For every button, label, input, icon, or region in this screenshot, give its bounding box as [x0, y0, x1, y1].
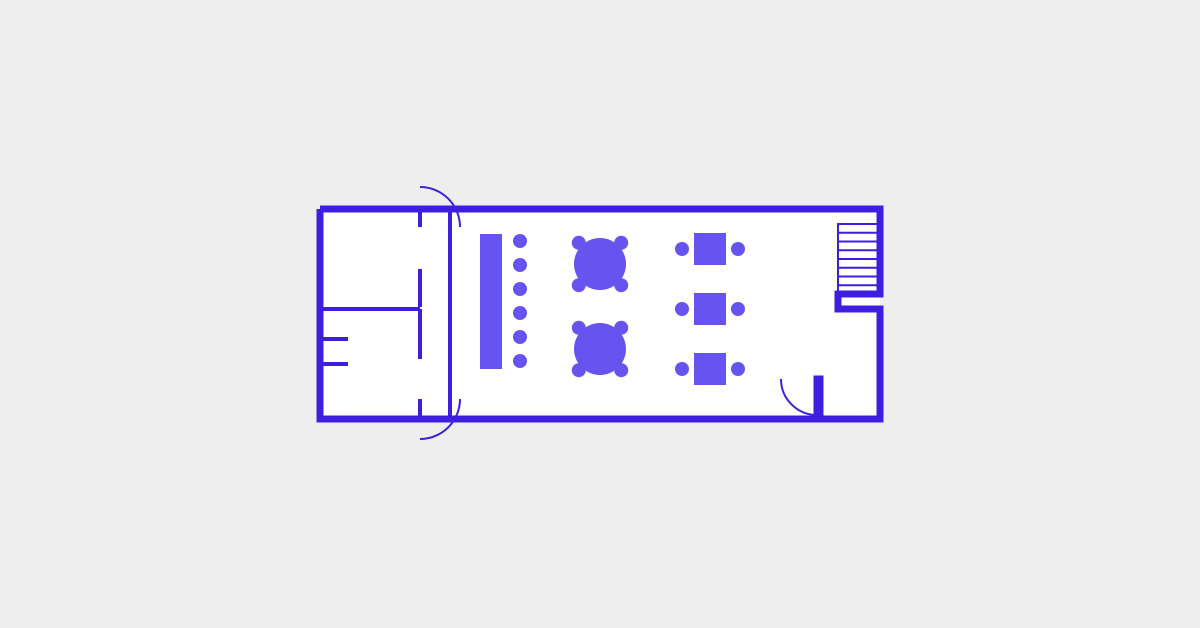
square-table [694, 353, 726, 385]
round-table-chair [572, 321, 586, 335]
square-table-chair [675, 242, 689, 256]
square-table-chair [731, 242, 745, 256]
bar-stool [513, 330, 527, 344]
square-table-chair [731, 302, 745, 316]
round-table-chair [614, 321, 628, 335]
square-table-chair [731, 362, 745, 376]
floorplan-svg [0, 0, 1200, 628]
square-table [694, 233, 726, 265]
round-table-chair [572, 278, 586, 292]
round-table-chair [614, 363, 628, 377]
floorplan-group [320, 187, 880, 439]
round-table-chair [572, 363, 586, 377]
bar-stool [513, 306, 527, 320]
bar-stool [513, 354, 527, 368]
square-table [694, 293, 726, 325]
floorplan-canvas [0, 0, 1200, 628]
round-table-chair [614, 236, 628, 250]
square-table-chair [675, 362, 689, 376]
bar-stool [513, 258, 527, 272]
bar-stool [513, 282, 527, 296]
round-table-chair [614, 278, 628, 292]
square-table-chair [675, 302, 689, 316]
bar-counter [480, 234, 502, 369]
round-table-chair [572, 236, 586, 250]
bar-stool [513, 234, 527, 248]
